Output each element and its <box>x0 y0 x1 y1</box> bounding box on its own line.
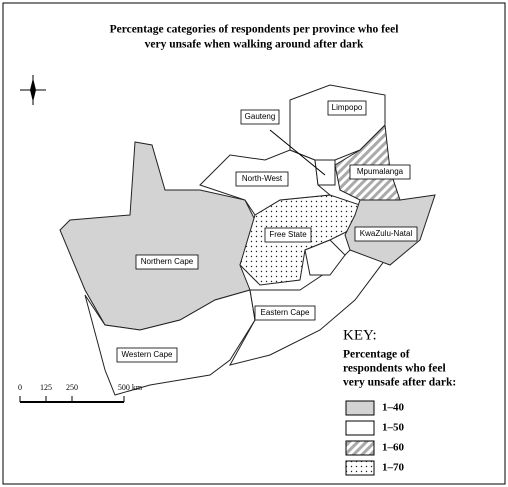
scale-bar: 0 125 250 500 km <box>18 383 143 403</box>
province-label: Mpumalanga <box>357 167 404 176</box>
province <box>314 159 336 186</box>
key-subtitle: very unsafe after dark: <box>343 377 456 389</box>
province-label: KwaZulu-Natal <box>360 229 413 238</box>
pointer <box>269 129 326 176</box>
key-item: 1–60 <box>382 442 405 454</box>
key-subtitle: Percentage of <box>343 349 410 361</box>
province-label: Northern Cape <box>141 257 194 266</box>
key-subtitle: respondents who feel <box>343 363 446 375</box>
key-item: 1–50 <box>382 422 405 434</box>
key-title: KEY: <box>343 327 377 343</box>
scale-label: 125 <box>40 383 52 392</box>
scale-label: 250 <box>66 383 78 392</box>
province-label: North-West <box>242 174 283 183</box>
province-label: Western Cape <box>122 350 174 359</box>
north-arrow <box>20 75 46 105</box>
lesotho <box>304 239 346 276</box>
key-item: 1–70 <box>382 462 405 474</box>
province-label: Gauteng <box>245 112 276 121</box>
province-labels: Limpopo Gauteng North-West Mpumalanga Fr… <box>116 100 418 363</box>
key: KEY: Percentage of respondents who feel … <box>343 327 456 476</box>
province-label: Limpopo <box>332 103 363 112</box>
key-item: 1–40 <box>382 402 405 414</box>
scale-label: 500 km <box>118 383 143 392</box>
title-line: very unsafe when walking around after da… <box>145 39 364 51</box>
province-label: Eastern Cape <box>261 308 310 317</box>
scale-label: 0 <box>18 383 22 392</box>
province-label: Free State <box>269 230 307 239</box>
title-line: Percentage categories of respondents per… <box>110 24 399 36</box>
